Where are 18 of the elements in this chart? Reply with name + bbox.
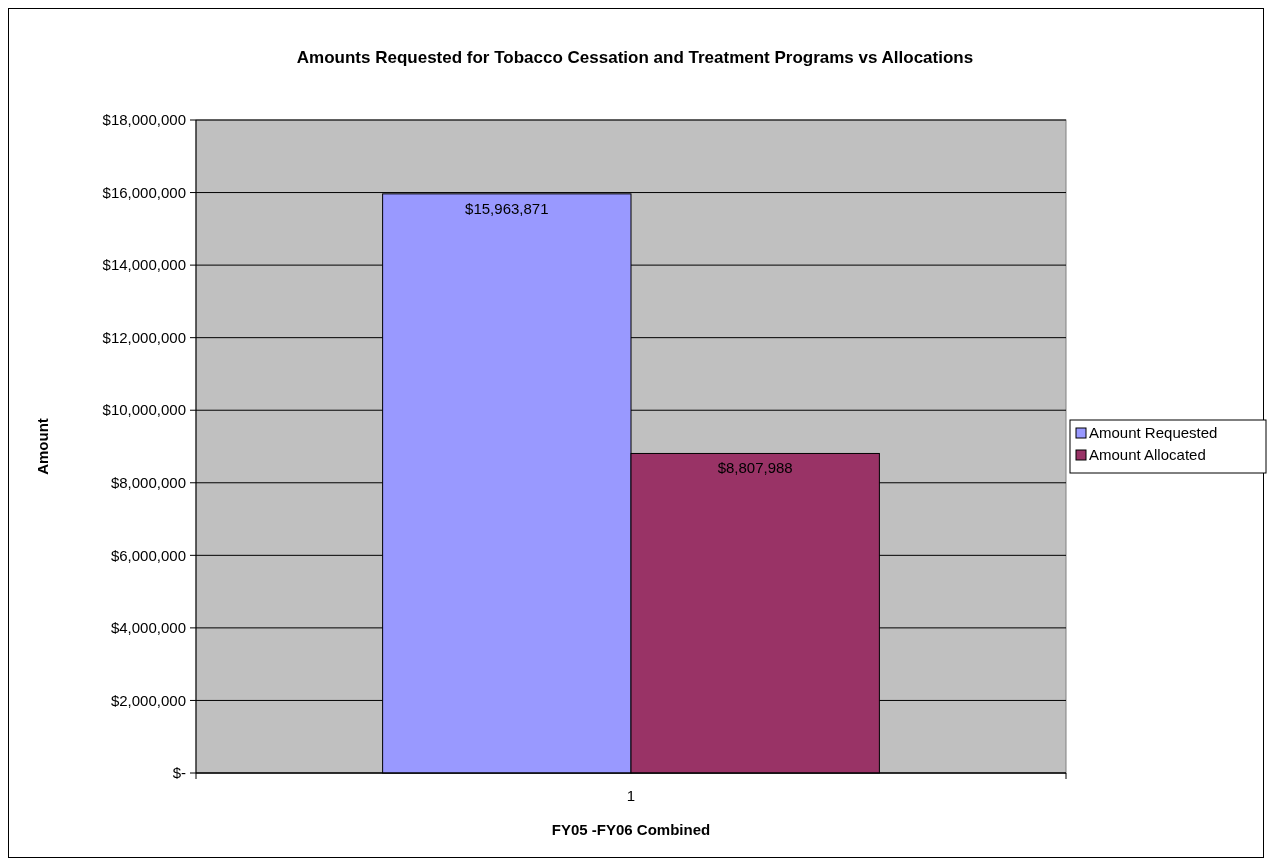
data-label: $15,963,871 <box>465 199 549 217</box>
y-tick-label: $10,000,000 <box>102 401 186 419</box>
y-tick-label: $- <box>172 764 186 782</box>
data-label: $8,807,988 <box>717 459 793 477</box>
y-axis-title: Amount <box>34 418 51 475</box>
x-tick-label: 1 <box>626 787 636 804</box>
x-axis-title: FY05 -FY06 Combined <box>551 821 711 838</box>
y-tick-label: $8,000,000 <box>110 474 186 492</box>
y-tick-label: $16,000,000 <box>102 183 186 201</box>
y-tick-label: $6,000,000 <box>110 546 186 564</box>
y-tick-label: $18,000,000 <box>102 111 186 129</box>
y-tick-label: $14,000,000 <box>102 256 186 274</box>
legend-label: Amount Allocated <box>1089 446 1206 464</box>
y-tick-label: $2,000,000 <box>110 691 186 709</box>
legend-label: Amount Requested <box>1089 424 1218 442</box>
y-tick-label: $12,000,000 <box>102 328 186 346</box>
chart-title: Amounts Requested for Tobacco Cessation and Treatment Programs vs Allocations <box>296 48 974 67</box>
y-tick-label: $4,000,000 <box>110 619 186 637</box>
